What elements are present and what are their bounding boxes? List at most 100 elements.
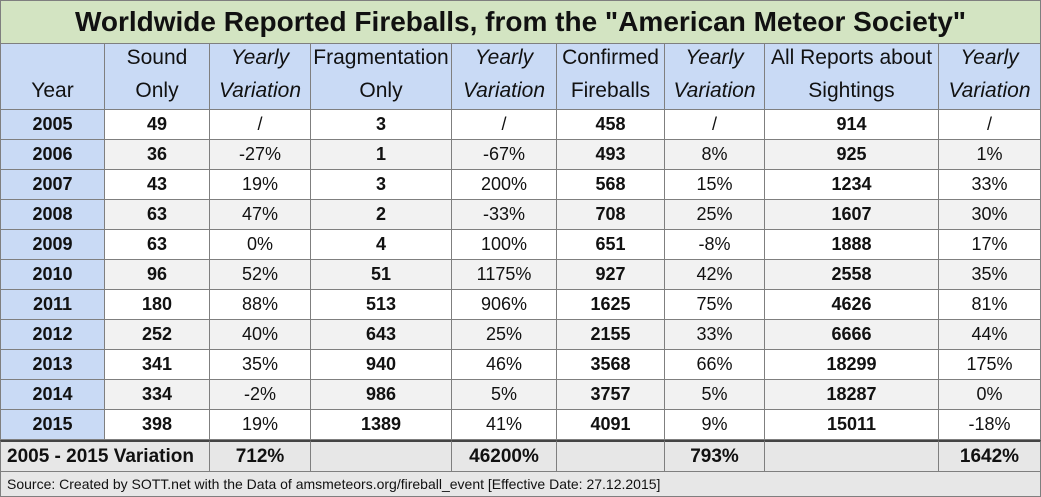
cell-confirmed-variation: 5% [665, 380, 765, 410]
cell-all-reports: 914 [765, 110, 939, 140]
cell-fragmentation-variation: 41% [452, 410, 557, 440]
cell-year: 2008 [0, 200, 105, 230]
header-line: Sightings [808, 79, 895, 102]
cell-sound-only: 398 [105, 410, 210, 440]
header-line: Confirmed [562, 46, 659, 69]
cell-confirmed-variation: 9% [665, 410, 765, 440]
cell-confirmed-fireballs: 708 [557, 200, 665, 230]
cell-fragmentation-only: 4 [311, 230, 452, 260]
header-line: All Reports about [770, 46, 933, 69]
cell-confirmed-fireballs: 2155 [557, 320, 665, 350]
cell-sound-variation: 19% [210, 410, 311, 440]
header-line: Yearly [474, 46, 534, 69]
cell-fragmentation-variation: 906% [452, 290, 557, 320]
cell-reports-variation: 44% [939, 320, 1041, 350]
cell-fragmentation-variation: 25% [452, 320, 557, 350]
cell-fragmentation-only: 513 [311, 290, 452, 320]
cell-sound-variation: 35% [210, 350, 311, 380]
cell-sound-variation: 0% [210, 230, 311, 260]
cell-fragmentation-variation: -33% [452, 200, 557, 230]
cell-sound-variation: 40% [210, 320, 311, 350]
cell-confirmed-variation: -8% [665, 230, 765, 260]
cell-confirmed-fireballs: 458 [557, 110, 665, 140]
cell-all-reports: 925 [765, 140, 939, 170]
cell-all-reports: 6666 [765, 320, 939, 350]
header-line: Only [135, 79, 179, 102]
header-line: Sound [126, 46, 188, 69]
cell-year: 2015 [0, 410, 105, 440]
cell-reports-variation: 35% [939, 260, 1041, 290]
source-note: Source: Created by SOTT.net with the Dat… [0, 472, 1041, 497]
cell-confirmed-fireballs: 927 [557, 260, 665, 290]
total-confirmed-fireballs [557, 440, 665, 472]
total-fragmentation-variation: 46200% [452, 440, 557, 472]
total-fragmentation-only [311, 440, 452, 472]
cell-sound-only: 334 [105, 380, 210, 410]
cell-fragmentation-only: 643 [311, 320, 452, 350]
cell-sound-only: 63 [105, 200, 210, 230]
cell-year: 2009 [0, 230, 105, 260]
cell-fragmentation-only: 940 [311, 350, 452, 380]
cell-confirmed-fireballs: 3757 [557, 380, 665, 410]
header-line: Yearly [230, 46, 290, 69]
cell-year: 2012 [0, 320, 105, 350]
cell-confirmed-variation: 8% [665, 140, 765, 170]
cell-all-reports: 1888 [765, 230, 939, 260]
cell-confirmed-fireballs: 568 [557, 170, 665, 200]
cell-year: 2011 [0, 290, 105, 320]
cell-sound-variation: 19% [210, 170, 311, 200]
table-title: Worldwide Reported Fireballs, from the "… [0, 0, 1041, 44]
cell-reports-variation: 0% [939, 380, 1041, 410]
cell-fragmentation-variation: 200% [452, 170, 557, 200]
cell-confirmed-variation: 15% [665, 170, 765, 200]
cell-year: 2014 [0, 380, 105, 410]
cell-sound-variation: 88% [210, 290, 311, 320]
cell-reports-variation: -18% [939, 410, 1041, 440]
cell-reports-variation: 175% [939, 350, 1041, 380]
cell-confirmed-fireballs: 1625 [557, 290, 665, 320]
total-label: 2005 - 2015 Variation [0, 440, 210, 472]
cell-confirmed-variation: 33% [665, 320, 765, 350]
cell-sound-only: 49 [105, 110, 210, 140]
cell-reports-variation: 33% [939, 170, 1041, 200]
cell-reports-variation: 17% [939, 230, 1041, 260]
cell-all-reports: 4626 [765, 290, 939, 320]
cell-all-reports: 1234 [765, 170, 939, 200]
cell-confirmed-variation: 66% [665, 350, 765, 380]
header-line: Fireballs [570, 79, 651, 102]
cell-confirmed-variation: 42% [665, 260, 765, 290]
cell-reports-variation: 1% [939, 140, 1041, 170]
header-sound-variation: Yearly Variation [210, 44, 311, 110]
header-fragmentation-variation: Yearly Variation [452, 44, 557, 110]
header-line: Yearly [685, 46, 744, 69]
header-sound-only: Sound Only [105, 44, 210, 110]
header-confirmed-fireballs: Confirmed Fireballs [557, 44, 665, 110]
cell-confirmed-variation: 75% [665, 290, 765, 320]
cell-reports-variation: 30% [939, 200, 1041, 230]
cell-fragmentation-variation: 5% [452, 380, 557, 410]
header-fragmentation-only: Fragmentation Only [311, 44, 452, 110]
header-reports-variation: Yearly Variation [939, 44, 1041, 110]
cell-confirmed-fireballs: 493 [557, 140, 665, 170]
cell-year: 2007 [0, 170, 105, 200]
cell-fragmentation-variation: 100% [452, 230, 557, 260]
header-year: Year [0, 44, 105, 110]
cell-sound-variation: -27% [210, 140, 311, 170]
header-line: Variation [218, 79, 302, 102]
cell-reports-variation: / [939, 110, 1041, 140]
header-line: Variation [948, 79, 1031, 102]
cell-fragmentation-only: 1389 [311, 410, 452, 440]
cell-confirmed-fireballs: 4091 [557, 410, 665, 440]
total-confirmed-variation: 793% [665, 440, 765, 472]
cell-all-reports: 18287 [765, 380, 939, 410]
cell-year: 2010 [0, 260, 105, 290]
cell-all-reports: 1607 [765, 200, 939, 230]
cell-reports-variation: 81% [939, 290, 1041, 320]
cell-fragmentation-variation: / [452, 110, 557, 140]
cell-fragmentation-only: 3 [311, 110, 452, 140]
cell-confirmed-fireballs: 651 [557, 230, 665, 260]
cell-year: 2005 [0, 110, 105, 140]
total-all-reports [765, 440, 939, 472]
cell-fragmentation-variation: 1175% [452, 260, 557, 290]
